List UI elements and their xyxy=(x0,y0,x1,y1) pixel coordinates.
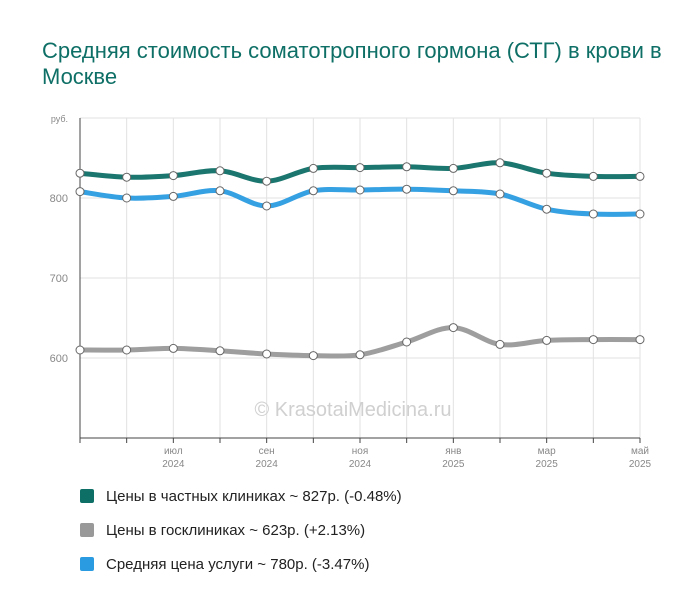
data-point-average xyxy=(75,187,85,197)
x-tick-label-month: янв xyxy=(445,446,461,457)
chart-title: Средняя стоимость соматотропного гормона… xyxy=(42,38,662,89)
legend-item-average[interactable]: Средняя цена услуги ~ 780р. (-3.47%) xyxy=(80,554,402,574)
data-point-state xyxy=(542,335,552,345)
data-point-state xyxy=(355,350,365,360)
watermark: © KrasotaiMedicina.ru xyxy=(254,399,451,421)
data-point-average xyxy=(448,186,458,196)
data-point-average xyxy=(122,193,132,203)
data-point-average xyxy=(168,191,178,201)
legend: Цены в частных клиниках ~ 827р. (-0.48%)… xyxy=(80,486,402,588)
legend-swatch-average xyxy=(80,557,94,571)
data-point-private xyxy=(448,163,458,173)
data-point-private xyxy=(495,158,505,168)
data-point-private xyxy=(122,172,132,182)
x-tick-label-month: сен xyxy=(259,446,275,457)
data-point-state xyxy=(495,339,505,349)
data-point-private xyxy=(215,166,225,176)
legend-item-state[interactable]: Цены в госклиниках ~ 623р. (+2.13%) xyxy=(80,520,402,540)
x-tick-label-year: 2025 xyxy=(629,459,652,470)
y-tick-label: 600 xyxy=(50,353,68,365)
data-point-state xyxy=(122,345,132,355)
data-point-private xyxy=(588,171,598,181)
data-point-private xyxy=(168,171,178,181)
data-point-state xyxy=(308,351,318,361)
x-tick-label-year: 2025 xyxy=(536,459,559,470)
data-point-state xyxy=(402,337,412,347)
y-tick-label: 700 xyxy=(50,273,68,285)
legend-swatch-state xyxy=(80,523,94,537)
data-point-private xyxy=(402,162,412,172)
x-tick-label-year: 2025 xyxy=(442,459,465,470)
y-axis-unit-label: руб. xyxy=(51,114,68,124)
x-tick-label-month: мар xyxy=(538,446,556,457)
data-point-average xyxy=(635,209,645,219)
y-tick-label: 800 xyxy=(50,193,68,205)
x-tick-label-month: май xyxy=(631,446,649,457)
data-point-average xyxy=(308,186,318,196)
x-tick-label-month: ноя xyxy=(352,446,369,457)
x-tick-label-month: июл xyxy=(164,446,183,457)
data-point-average xyxy=(588,209,598,219)
data-point-average xyxy=(495,189,505,199)
data-point-state xyxy=(168,343,178,353)
data-point-state xyxy=(262,349,272,359)
data-point-private xyxy=(308,163,318,173)
data-point-average xyxy=(542,204,552,214)
data-point-average xyxy=(262,201,272,211)
legend-label-private: Цены в частных клиниках ~ 827р. (-0.48%) xyxy=(106,487,402,505)
data-point-state xyxy=(635,335,645,345)
data-point-private xyxy=(542,168,552,178)
series-layer xyxy=(75,158,645,361)
legend-item-private[interactable]: Цены в частных клиниках ~ 827р. (-0.48%) xyxy=(80,486,402,506)
data-point-state xyxy=(215,346,225,356)
legend-label-state: Цены в госклиниках ~ 623р. (+2.13%) xyxy=(106,521,366,539)
axis-layer: 600 700 800 руб. июл 2024 сен 2024 ноя 2024 янв 202… xyxy=(50,114,652,470)
data-point-private xyxy=(262,176,272,186)
data-point-private xyxy=(75,168,85,178)
data-point-average xyxy=(355,185,365,195)
legend-label-average: Средняя цена услуги ~ 780р. (-3.47%) xyxy=(106,555,370,573)
data-point-private xyxy=(635,171,645,181)
data-point-state xyxy=(448,323,458,333)
data-point-private xyxy=(355,163,365,173)
x-tick-label-year: 2024 xyxy=(256,459,279,470)
x-tick-label-year: 2024 xyxy=(349,459,372,470)
legend-swatch-private xyxy=(80,489,94,503)
data-point-state xyxy=(75,345,85,355)
data-point-average xyxy=(402,184,412,194)
data-point-state xyxy=(588,335,598,345)
x-tick-label-year: 2024 xyxy=(162,459,185,470)
data-point-average xyxy=(215,186,225,196)
